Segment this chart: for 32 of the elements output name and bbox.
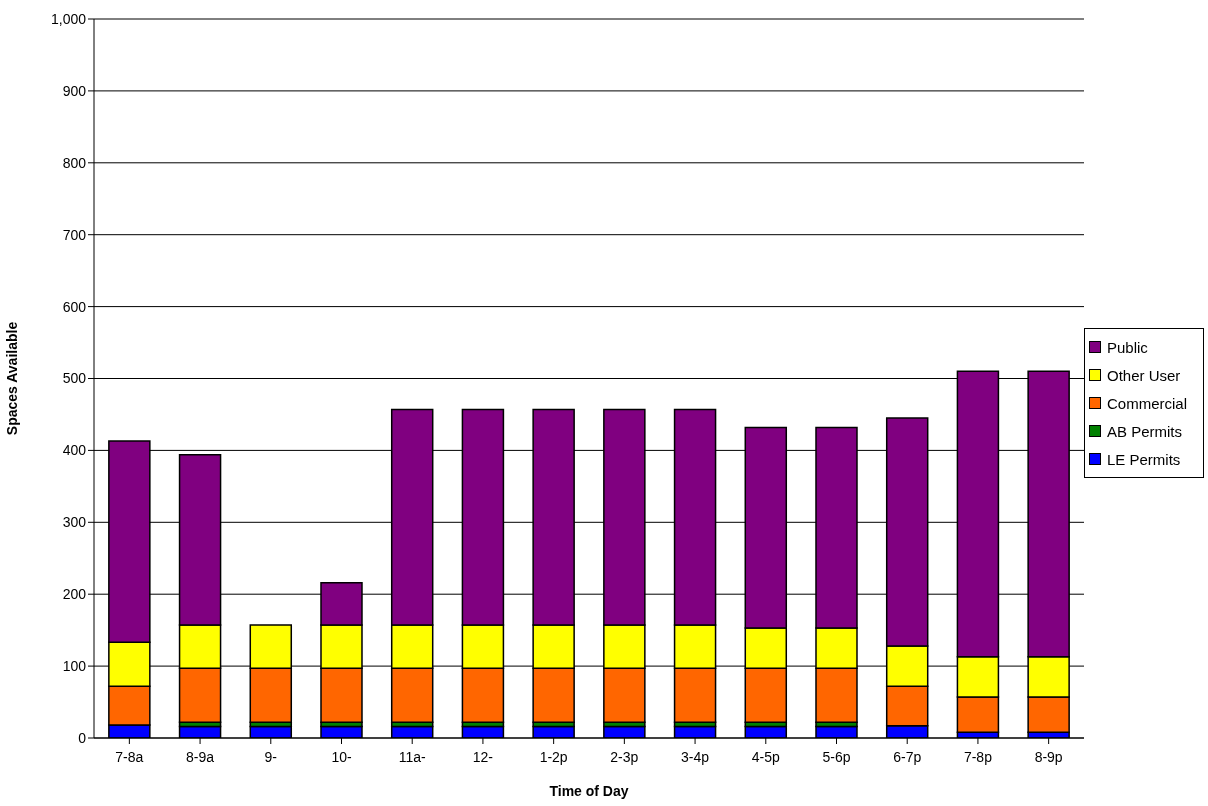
y-tick-label: 800 — [62, 154, 87, 171]
x-tick-label: 9- — [264, 748, 278, 765]
x-tick-label: 1-2p — [539, 748, 568, 765]
y-tick-label: 100 — [62, 658, 87, 675]
y-tick-label: 600 — [62, 298, 87, 315]
x-tick-label: 8-9a — [186, 748, 215, 765]
y-tick-label: 300 — [62, 514, 87, 531]
legend-label: AB Permits — [1107, 422, 1183, 440]
x-tick-label: 7-8p — [963, 748, 993, 765]
x-tick-label: 10- — [331, 748, 352, 765]
legend-label: Public — [1107, 338, 1148, 356]
legend-label: Commercial — [1107, 394, 1188, 412]
y-tick-label: 0 — [78, 729, 87, 746]
y-tick-label: 200 — [62, 586, 87, 603]
y-tick-label: 500 — [62, 370, 87, 387]
x-tick-label: 6-7p — [893, 748, 922, 765]
legend-label: Other User — [1107, 366, 1181, 384]
x-tick-label: 8-9p — [1034, 748, 1063, 765]
y-tick-label: 900 — [62, 82, 87, 99]
y-tick-label: 700 — [62, 226, 87, 243]
y-tick-label: 1,000 — [50, 10, 87, 27]
y-tick-label: 400 — [62, 442, 87, 459]
x-tick-label: 2-3p — [610, 748, 639, 765]
x-tick-label: 3-4p — [681, 748, 710, 765]
x-tick-label: 7-8a — [115, 748, 144, 765]
legend-label: LE Permits — [1107, 450, 1181, 468]
x-tick-label: 4-5p — [751, 748, 780, 765]
x-tick-label: 11a- — [398, 748, 427, 765]
x-tick-label: 5-6p — [822, 748, 851, 765]
x-axis-title: Time of Day — [549, 783, 629, 799]
y-axis-title: Spaces Available — [3, 321, 20, 436]
x-tick-label: 12- — [472, 748, 494, 765]
